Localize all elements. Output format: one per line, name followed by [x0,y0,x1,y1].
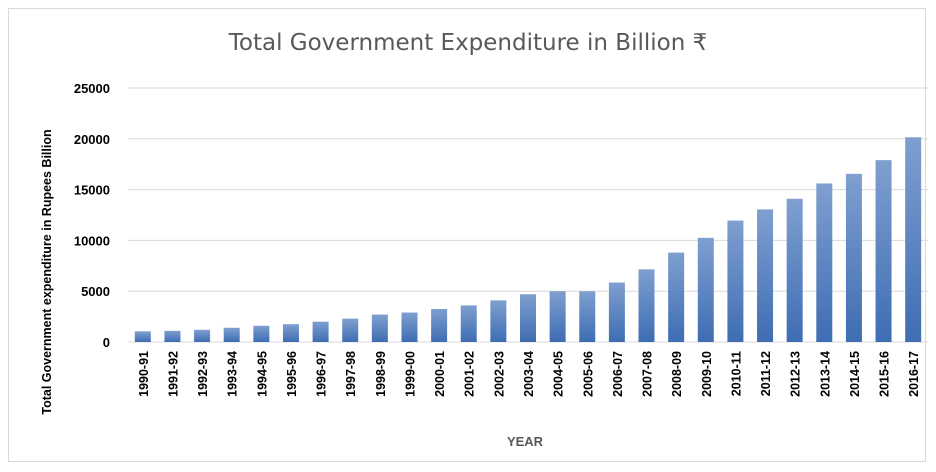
bar-1994-95 [253,325,270,342]
bar-2008-09 [668,252,685,342]
x-tick-label: 1996-97 [315,351,329,397]
bar-1999-00 [401,312,418,342]
x-tick-label: 2000-01 [433,351,447,397]
chart-title: Total Government Expenditure in Billion … [228,30,708,56]
x-tick-label: 2007-08 [641,351,655,397]
x-tick-label: 1993-94 [226,351,240,397]
bar-2013-14 [816,183,833,342]
bars [134,137,922,342]
bar-2009-10 [697,237,714,342]
y-tick-label: 25000 [74,81,110,96]
x-tick-label: 2004-05 [552,351,566,397]
bar-2007-08 [638,269,655,342]
x-tick-label: 2006-07 [611,351,625,397]
y-tick-label: 20000 [74,132,110,147]
bar-2003-04 [520,294,536,342]
x-tick-label: 2016-17 [907,351,921,397]
bar-1992-93 [194,329,211,342]
x-tick-label: 2008-09 [670,351,684,397]
x-tick-label: 1998-99 [374,351,388,397]
bar-2012-13 [786,198,803,342]
bar-2000-01 [431,308,448,342]
x-tick-label: 2010-11 [729,351,743,396]
x-tick-label: 1991-92 [166,351,180,397]
y-tick-label: 15000 [74,183,110,198]
x-tick-label: 2015-16 [878,351,892,397]
bar-1995-96 [282,324,299,342]
x-tick-label: 1995-96 [285,351,299,397]
bar-2006-07 [608,282,625,342]
x-tick-label: 2003-04 [522,351,536,397]
x-tick-label: 2011-12 [759,351,773,396]
x-tick-label: 2001-02 [463,351,477,397]
y-tick-label: 0 [103,335,110,350]
x-tick-label: 1999-00 [403,351,417,397]
y-tick-label: 10000 [74,233,110,248]
bar-1996-97 [312,321,329,342]
y-tick-label: 5000 [81,284,110,299]
bar-2002-03 [490,300,507,342]
x-tick-label: 2009-10 [700,351,714,397]
x-tick-label: 1994-95 [255,351,269,397]
bar-2014-15 [845,173,862,342]
bar-2004-05 [549,291,566,342]
y-axis-label: Total Government expenditure in Rupees B… [40,129,54,414]
x-tick-label: 1992-93 [196,351,210,397]
bar-1997-98 [342,318,359,342]
bar-1990-91 [134,331,151,342]
bar-1993-94 [223,327,240,342]
bar-1998-99 [371,314,388,342]
bar-1991-92 [164,330,181,342]
x-axis-label: YEAR [507,434,544,449]
x-tick-label: 2002-03 [492,351,506,397]
bar-2016-17 [905,137,922,342]
y-axis-ticks: 0 5000 10000 15000 20000 25000 [74,81,110,350]
bar-2005-06 [579,291,596,342]
x-tick-label: 1997-98 [344,351,358,397]
x-tick-label: 1990-91 [137,351,151,397]
x-tick-label: 2014-15 [848,351,862,397]
bar-2001-02 [460,305,477,342]
x-tick-label: 2005-06 [581,351,595,397]
x-tick-label: 2012-13 [789,351,803,397]
bar-2010-11 [727,220,744,342]
bar-2015-16 [875,160,892,342]
x-axis-ticks: 1990-91 1991-92 1992-93 1993-94 1994-95 1995-… [137,351,921,397]
bar-2011-12 [757,209,774,342]
x-tick-label: 2013-14 [818,351,832,397]
